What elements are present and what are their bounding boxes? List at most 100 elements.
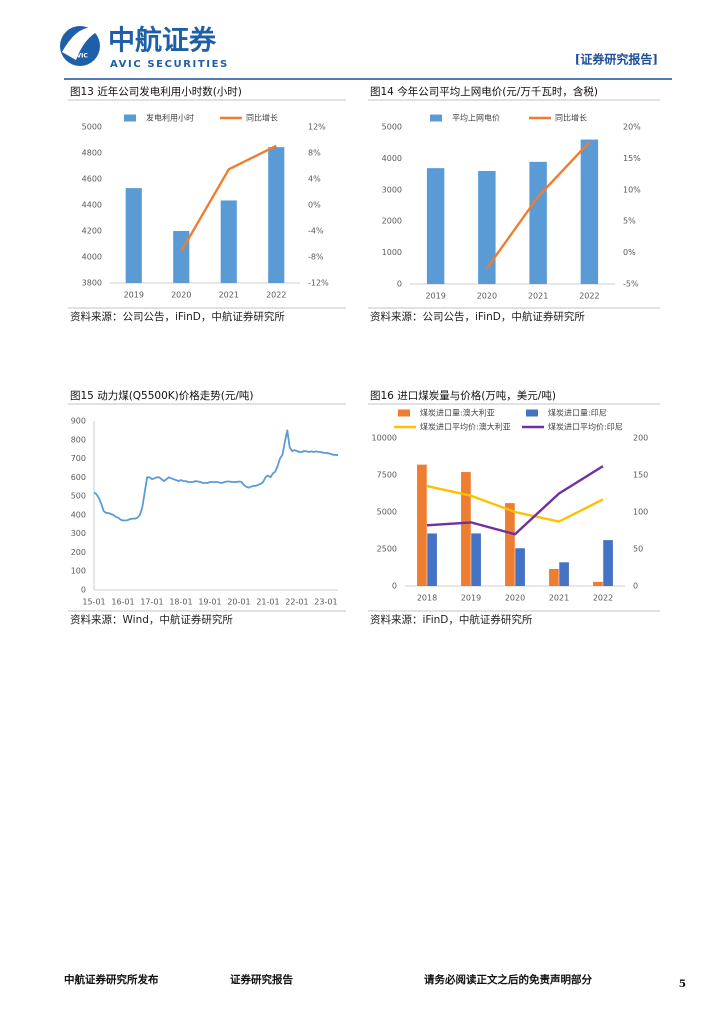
footer-center: 证券研究报告 — [230, 973, 293, 986]
figure-title: 图16 进口煤炭量与价格(万吨，美元/吨) — [370, 389, 556, 402]
legend-label: 煤炭进口量:印尼 — [548, 408, 607, 418]
x-tick-label: 2020 — [171, 291, 191, 300]
bar — [478, 170, 496, 284]
bar — [268, 147, 285, 283]
x-tick-label: 19-01 — [198, 598, 221, 607]
logo-sub: AVIC SECURITIES — [110, 59, 229, 70]
y2-tick-label: 200 — [633, 434, 648, 443]
report-tag: [证券研究报告] — [575, 52, 658, 67]
line-series — [180, 144, 277, 252]
x-tick-label: 2019 — [425, 292, 445, 301]
y2-tick-label: 150 — [633, 471, 648, 480]
line-series — [426, 465, 604, 536]
y-tick-label: 800 — [71, 435, 86, 444]
bar — [593, 581, 603, 586]
y-tick-label: 4600 — [82, 175, 102, 184]
bar — [125, 188, 142, 283]
y-tick-label: 0 — [392, 582, 397, 591]
x-tick-label: 2019 — [461, 594, 481, 603]
x-tick-label: 2022 — [593, 594, 613, 603]
bar — [559, 562, 569, 586]
line-series — [426, 484, 604, 523]
y-tick-label: 10000 — [372, 434, 397, 443]
legend-swatch — [398, 409, 410, 417]
line-series — [93, 429, 339, 522]
bar — [580, 139, 599, 284]
x-tick-label: 23-01 — [314, 598, 337, 607]
legend-swatch — [124, 114, 136, 122]
y-tick-label: 5000 — [382, 123, 402, 132]
y-tick-label: 3000 — [382, 185, 402, 194]
y-tick-label: 100 — [71, 567, 86, 576]
bar — [220, 200, 237, 283]
x-tick-label: 22-01 — [285, 598, 308, 607]
y-tick-label: 5000 — [377, 508, 397, 517]
y2-tick-label: 100 — [633, 508, 648, 517]
y-tick-label: 2000 — [382, 217, 402, 226]
y-tick-label: 4000 — [82, 253, 102, 262]
footer-left: 中航证券研究所发布 — [64, 973, 159, 986]
source-note: 资料来源：iFinD，中航证券研究所 — [370, 613, 533, 626]
y2-tick-label: 20% — [623, 123, 641, 132]
legend-label: 发电利用小时 — [146, 113, 194, 123]
y-tick-label: 2500 — [377, 545, 397, 554]
y2-tick-label: 0% — [623, 248, 636, 257]
bar — [417, 464, 427, 586]
bar — [173, 231, 190, 283]
y-tick-label: 4000 — [382, 154, 402, 163]
bar — [515, 548, 525, 586]
y-tick-label: 900 — [71, 417, 86, 426]
y-tick-label: 4800 — [82, 149, 102, 158]
y2-tick-label: 0 — [633, 582, 638, 591]
y-tick-label: 700 — [71, 454, 86, 463]
y2-tick-label: 8% — [308, 149, 321, 158]
figure-title: 图15 动力煤(Q5500K)价格走势(元/吨) — [70, 389, 254, 402]
logo-wing — [62, 27, 100, 60]
y2-tick-label: -8% — [308, 253, 324, 262]
bar — [461, 472, 471, 586]
x-tick-label: 2021 — [219, 291, 239, 300]
y-tick-label: 3800 — [82, 279, 102, 288]
figure-title: 图13 近年公司发电利用小时数(小时) — [70, 85, 242, 98]
y-tick-label: 0 — [397, 280, 402, 289]
legend-label: 同比增长 — [246, 113, 278, 123]
y-tick-label: 5000 — [82, 123, 102, 132]
bar — [471, 533, 481, 586]
y-tick-label: 200 — [71, 548, 86, 557]
y2-tick-label: 12% — [308, 123, 326, 132]
y2-tick-label: -5% — [623, 280, 639, 289]
y-tick-label: 4200 — [82, 227, 102, 236]
legend-swatch — [526, 409, 538, 417]
y2-tick-label: 15% — [623, 154, 641, 163]
y-tick-label: 500 — [71, 492, 86, 501]
x-tick-label: 2019 — [124, 291, 144, 300]
x-tick-label: 18-01 — [169, 598, 192, 607]
legend-label: 煤炭进口平均价:印尼 — [548, 422, 623, 432]
y2-tick-label: 10% — [623, 185, 641, 194]
x-tick-label: 16-01 — [111, 598, 134, 607]
source-note: 资料来源：Wind，中航证券研究所 — [70, 613, 233, 626]
legend-label: 同比增长 — [555, 113, 587, 123]
y-tick-label: 1000 — [382, 248, 402, 257]
x-tick-label: 2020 — [477, 292, 497, 301]
figure-title: 图14 今年公司平均上网电价(元/万千瓦时，含税) — [370, 85, 598, 98]
x-tick-label: 21-01 — [256, 598, 279, 607]
legend-label: 煤炭进口平均价:澳大利亚 — [420, 422, 511, 432]
y2-tick-label: -4% — [308, 227, 324, 236]
x-tick-label: 2020 — [505, 594, 525, 603]
x-tick-label: 2022 — [266, 291, 286, 300]
legend-swatch — [430, 114, 442, 122]
footer-right: 请务必阅读正文之后的免责声明部分 — [424, 973, 592, 986]
source-note: 资料来源：公司公告，iFinD，中航证券研究所 — [70, 310, 285, 323]
source-note: 资料来源：公司公告，iFinD，中航证券研究所 — [370, 310, 585, 323]
y2-tick-label: 0% — [308, 201, 321, 210]
x-tick-label: 2021 — [528, 292, 548, 301]
x-tick-label: 2021 — [549, 594, 569, 603]
y-tick-label: 600 — [71, 473, 86, 482]
x-tick-label: 15-01 — [82, 598, 105, 607]
legend-label: 煤炭进口量:澳大利亚 — [420, 408, 495, 418]
y-tick-label: 300 — [71, 529, 86, 538]
bar — [529, 161, 547, 284]
x-tick-label: 2022 — [579, 292, 599, 301]
